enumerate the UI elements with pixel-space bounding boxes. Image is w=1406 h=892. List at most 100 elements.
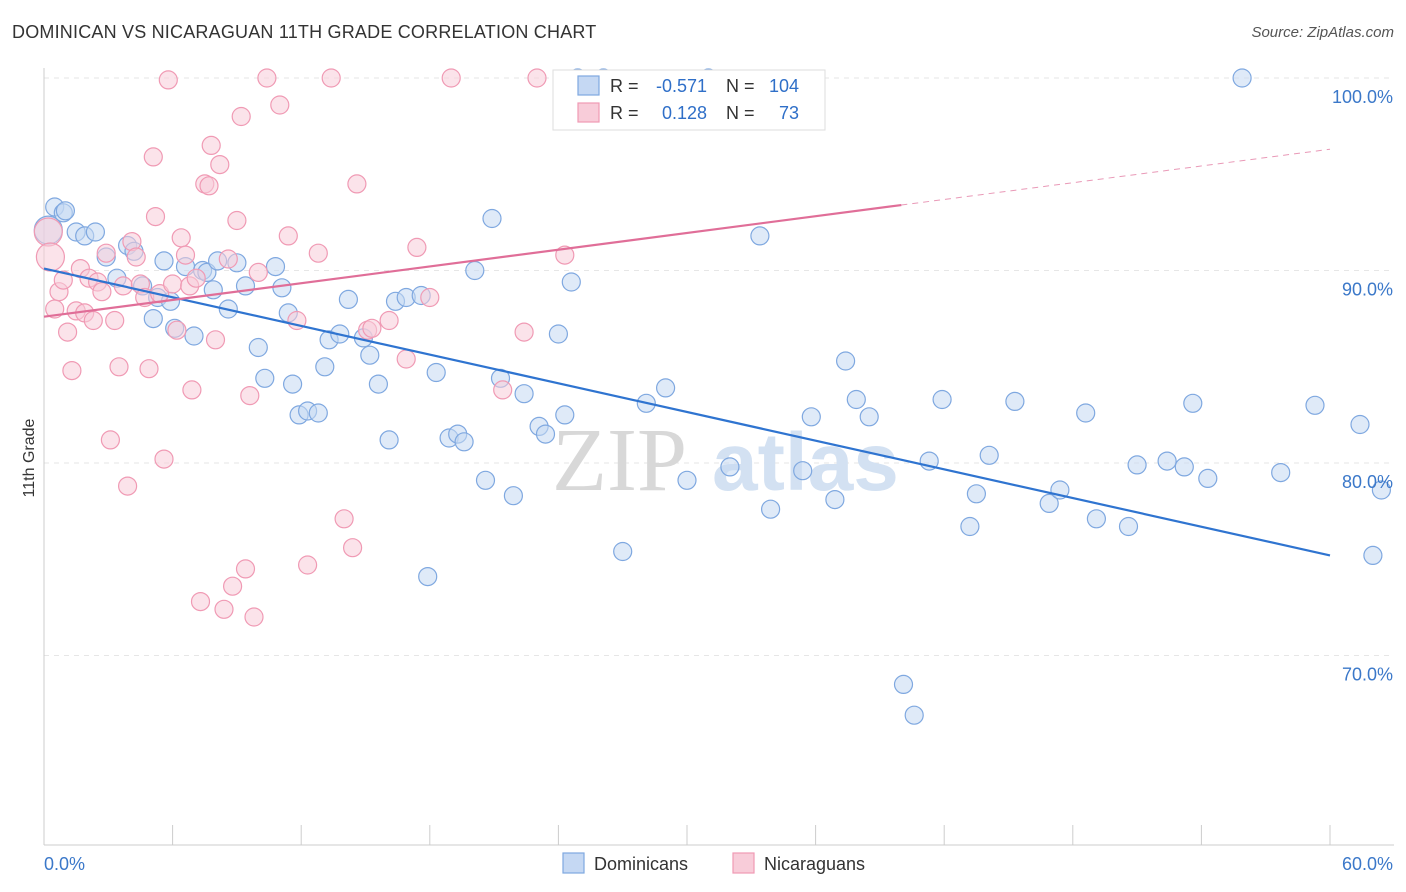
- point-dominicans: [503, 486, 524, 506]
- point-dominicans: [1005, 391, 1025, 411]
- stats-swatch-nicaraguans: [577, 102, 600, 123]
- point-nicaraguans: [109, 357, 129, 377]
- point-dominicans: [1363, 545, 1383, 566]
- point-nicaraguans: [33, 217, 63, 247]
- point-dominicans: [265, 257, 286, 277]
- point-dominicans: [1039, 493, 1059, 513]
- point-dominicans: [143, 309, 163, 329]
- point-nicaraguans: [158, 70, 178, 90]
- trend-lines: [43, 148, 1331, 557]
- point-dominicans: [514, 384, 534, 404]
- point-nicaraguans: [145, 207, 166, 227]
- point-nicaraguans: [53, 270, 73, 290]
- point-nicaraguans: [92, 282, 112, 302]
- legend-label-nicaraguans: Nicaraguans: [764, 854, 865, 874]
- point-dominicans: [835, 351, 856, 371]
- point-dominicans: [1174, 457, 1194, 477]
- point-nicaraguans: [35, 242, 66, 272]
- point-nicaraguans: [270, 95, 290, 115]
- point-nicaraguans: [210, 155, 230, 175]
- point-dominicans: [825, 490, 845, 510]
- trend-line-dominicans: [43, 267, 1331, 557]
- point-nicaraguans: [117, 476, 138, 496]
- point-nicaraguans: [214, 599, 234, 619]
- point-nicaraguans: [235, 559, 256, 579]
- stats-n-label-dominicans: N =: [726, 76, 755, 96]
- point-dominicans: [283, 374, 303, 394]
- point-dominicans: [966, 484, 987, 504]
- point-dominicans: [555, 405, 575, 425]
- y-tick-label: 100.0%: [1332, 87, 1393, 107]
- point-dominicans: [960, 516, 980, 537]
- point-nicaraguans: [171, 228, 191, 248]
- legend-swatch-dominicans: [562, 852, 585, 874]
- point-nicaraguans: [514, 322, 534, 342]
- point-nicaraguans: [441, 68, 461, 88]
- point-nicaraguans: [308, 243, 328, 263]
- x-tick-label: 60.0%: [1342, 854, 1393, 874]
- point-dominicans: [338, 289, 358, 309]
- point-dominicans: [1232, 68, 1252, 88]
- x-tick-labels: 0.0% 60.0%: [44, 854, 1393, 874]
- x-tick-label: 0.0%: [44, 854, 85, 874]
- point-dominicans: [418, 566, 438, 587]
- point-dominicans: [475, 470, 496, 490]
- point-nicaraguans: [190, 591, 211, 612]
- point-nicaraguans: [218, 249, 238, 269]
- point-nicaraguans: [396, 349, 416, 369]
- point-nicaraguans: [100, 430, 121, 450]
- stats-swatch-dominicans: [577, 75, 600, 96]
- chart-title: DOMINICAN VS NICARAGUAN 11TH GRADE CORRE…: [12, 22, 597, 42]
- point-nicaraguans: [321, 68, 341, 88]
- point-nicaraguans: [83, 310, 103, 331]
- point-nicaraguans: [126, 247, 146, 267]
- point-dominicans: [1350, 414, 1370, 435]
- stats-n-value-dominicans: 104: [769, 76, 799, 96]
- stats-n-label-nicaraguans: N =: [726, 103, 755, 123]
- point-nicaraguans: [231, 106, 251, 127]
- point-nicaraguans: [105, 310, 125, 331]
- point-dominicans: [801, 407, 821, 427]
- point-dominicans: [535, 424, 556, 444]
- point-nicaraguans: [154, 449, 174, 469]
- point-dominicans: [272, 278, 292, 298]
- watermark-zip: ZIP: [552, 411, 687, 510]
- point-nicaraguans: [96, 243, 116, 263]
- stats-r-label-dominicans: R =: [610, 76, 639, 96]
- point-dominicans: [750, 226, 770, 246]
- point-dominicans: [893, 674, 914, 695]
- source-label: Source: ZipAtlas.com: [1251, 24, 1394, 41]
- point-dominicans: [154, 251, 174, 271]
- point-nicaraguans: [527, 68, 547, 88]
- point-dominicans: [1271, 463, 1291, 483]
- point-dominicans: [720, 457, 740, 477]
- point-dominicans: [248, 337, 268, 358]
- point-nicaraguans: [362, 318, 382, 338]
- point-nicaraguans: [334, 509, 354, 529]
- point-dominicans: [360, 345, 380, 365]
- point-nicaraguans: [420, 287, 440, 308]
- point-dominicans: [613, 541, 633, 562]
- point-dominicans: [1118, 516, 1139, 537]
- series-legend: Dominicans Nicaraguans: [562, 852, 865, 874]
- point-dominicans: [308, 403, 328, 423]
- point-dominicans: [465, 260, 485, 281]
- point-dominicans: [1076, 403, 1096, 423]
- point-nicaraguans: [143, 147, 163, 167]
- point-nicaraguans: [139, 359, 159, 379]
- stats-r-label-nicaraguans: R =: [610, 103, 639, 123]
- point-nicaraguans: [163, 274, 183, 294]
- point-dominicans: [315, 357, 335, 377]
- legend-swatch-nicaraguans: [732, 852, 755, 874]
- point-nicaraguans: [257, 68, 277, 88]
- y-tick-label: 70.0%: [1342, 665, 1393, 685]
- point-nicaraguans: [223, 576, 243, 596]
- point-dominicans: [184, 326, 204, 346]
- point-nicaraguans: [167, 320, 187, 340]
- point-nicaraguans: [57, 322, 78, 342]
- y-tick-label: 90.0%: [1342, 280, 1393, 300]
- point-nicaraguans: [240, 386, 260, 406]
- point-nicaraguans: [182, 380, 202, 400]
- point-dominicans: [482, 208, 502, 229]
- stats-r-value-nicaraguans: 0.128: [662, 103, 707, 123]
